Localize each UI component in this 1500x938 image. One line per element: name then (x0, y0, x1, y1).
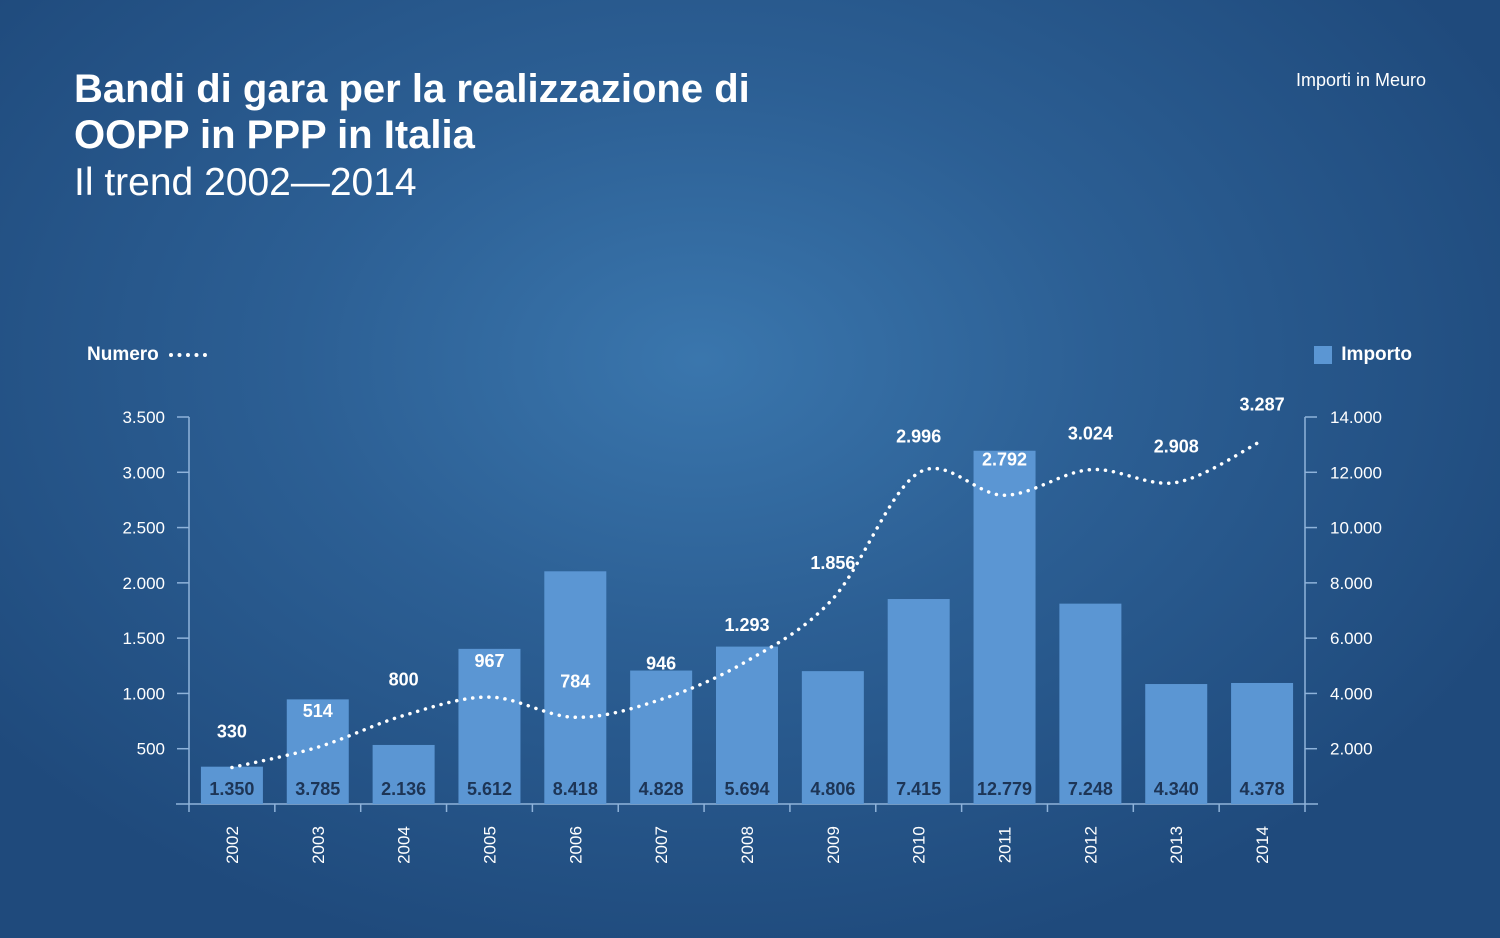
unit-note: Importi in Meuro (1295, 70, 1426, 90)
right-tick-label: 8.000 (1330, 574, 1373, 593)
left-tick-label: 3.000 (122, 463, 165, 482)
line-value-label: 800 (389, 670, 419, 690)
bar-value-label: 5.694 (724, 779, 769, 799)
line-value-label: 2.996 (896, 427, 941, 447)
x-tick-label: 2012 (1081, 826, 1100, 864)
right-tick-label: 10.000 (1330, 519, 1382, 538)
bar-value-label: 4.828 (639, 779, 684, 799)
x-tick-label: 2011 (996, 827, 1015, 864)
bar-value-label: 7.248 (1068, 779, 1113, 799)
left-tick-label: 2.500 (122, 519, 165, 538)
x-tick-label: 2006 (566, 826, 585, 864)
line-value-label: 514 (303, 701, 333, 721)
right-tick-label: 6.000 (1330, 629, 1373, 648)
x-tick-label: 2014 (1253, 826, 1272, 864)
bar (1059, 603, 1122, 804)
right-tick-label: 12.000 (1330, 463, 1382, 482)
line-value-label: 2.792 (982, 449, 1027, 469)
line-value-label: 3.287 (1240, 395, 1285, 415)
legend-bar-swatch-icon (1314, 346, 1333, 364)
bar-value-label: 4.378 (1240, 779, 1285, 799)
bar-value-label: 7.415 (896, 779, 941, 799)
bar-value-label: 4.340 (1154, 779, 1199, 799)
x-tick-label: 2003 (309, 826, 328, 864)
legend-dotted-line-icon (168, 353, 207, 357)
line-value-label: 1.856 (810, 553, 855, 573)
x-tick-label: 2010 (910, 826, 929, 864)
bar (630, 670, 693, 804)
bar-value-label: 4.806 (810, 779, 855, 799)
x-tick-label: 2013 (1167, 826, 1186, 864)
left-tick-label: 3.500 (122, 408, 165, 427)
bar-value-label: 8.418 (553, 779, 598, 799)
bar-value-label: 1.350 (209, 779, 254, 799)
bar-value-label: 12.779 (977, 779, 1032, 799)
x-tick-label: 2005 (480, 826, 499, 864)
left-tick-label: 1.500 (122, 629, 165, 648)
left-tick-label: 2.000 (122, 574, 165, 593)
bar (716, 646, 778, 804)
legend-numero-label: Numero (87, 344, 159, 365)
line-value-label: 946 (646, 653, 676, 673)
line-value-label: 1.293 (724, 615, 769, 635)
line-value-label: 330 (217, 722, 247, 742)
right-tick-label: 2.000 (1330, 740, 1373, 759)
bar-value-label: 2.136 (381, 779, 426, 799)
legend-importo-label: Importo (1341, 344, 1412, 365)
bar (801, 671, 864, 804)
x-tick-label: 2009 (824, 826, 843, 864)
line-value-label: 2.908 (1154, 436, 1199, 456)
bar (200, 766, 263, 804)
bar (458, 648, 521, 804)
x-tick-label: 2004 (395, 826, 414, 864)
bar (372, 744, 435, 804)
right-tick-label: 4.000 (1330, 684, 1373, 703)
x-tick-label: 2008 (738, 826, 757, 864)
chart-title: Bandi di gara per la realizzazione di OO… (74, 67, 750, 157)
left-tick-label: 500 (137, 740, 165, 759)
x-tick-label: 2007 (652, 826, 671, 864)
line-value-label: 784 (560, 671, 590, 691)
line-value-label: 3.024 (1068, 424, 1113, 444)
legend-importo: Importo (1314, 344, 1412, 366)
chart-subtitle: Il trend 2002—2014 (74, 161, 417, 204)
bar (544, 571, 607, 804)
bar (1145, 684, 1208, 804)
bar-value-label: 3.785 (295, 779, 340, 799)
line-value-label: 967 (474, 651, 504, 671)
bar (887, 599, 950, 804)
bar (1231, 682, 1294, 804)
legend-numero: Numero (87, 344, 207, 366)
bar (973, 450, 1036, 804)
right-tick-label: 14.000 (1330, 408, 1382, 427)
bar-value-label: 5.612 (467, 779, 512, 799)
left-tick-label: 1.000 (122, 684, 165, 703)
x-tick-label: 2002 (223, 826, 242, 864)
bar (286, 699, 349, 804)
numero-line (230, 438, 1264, 770)
